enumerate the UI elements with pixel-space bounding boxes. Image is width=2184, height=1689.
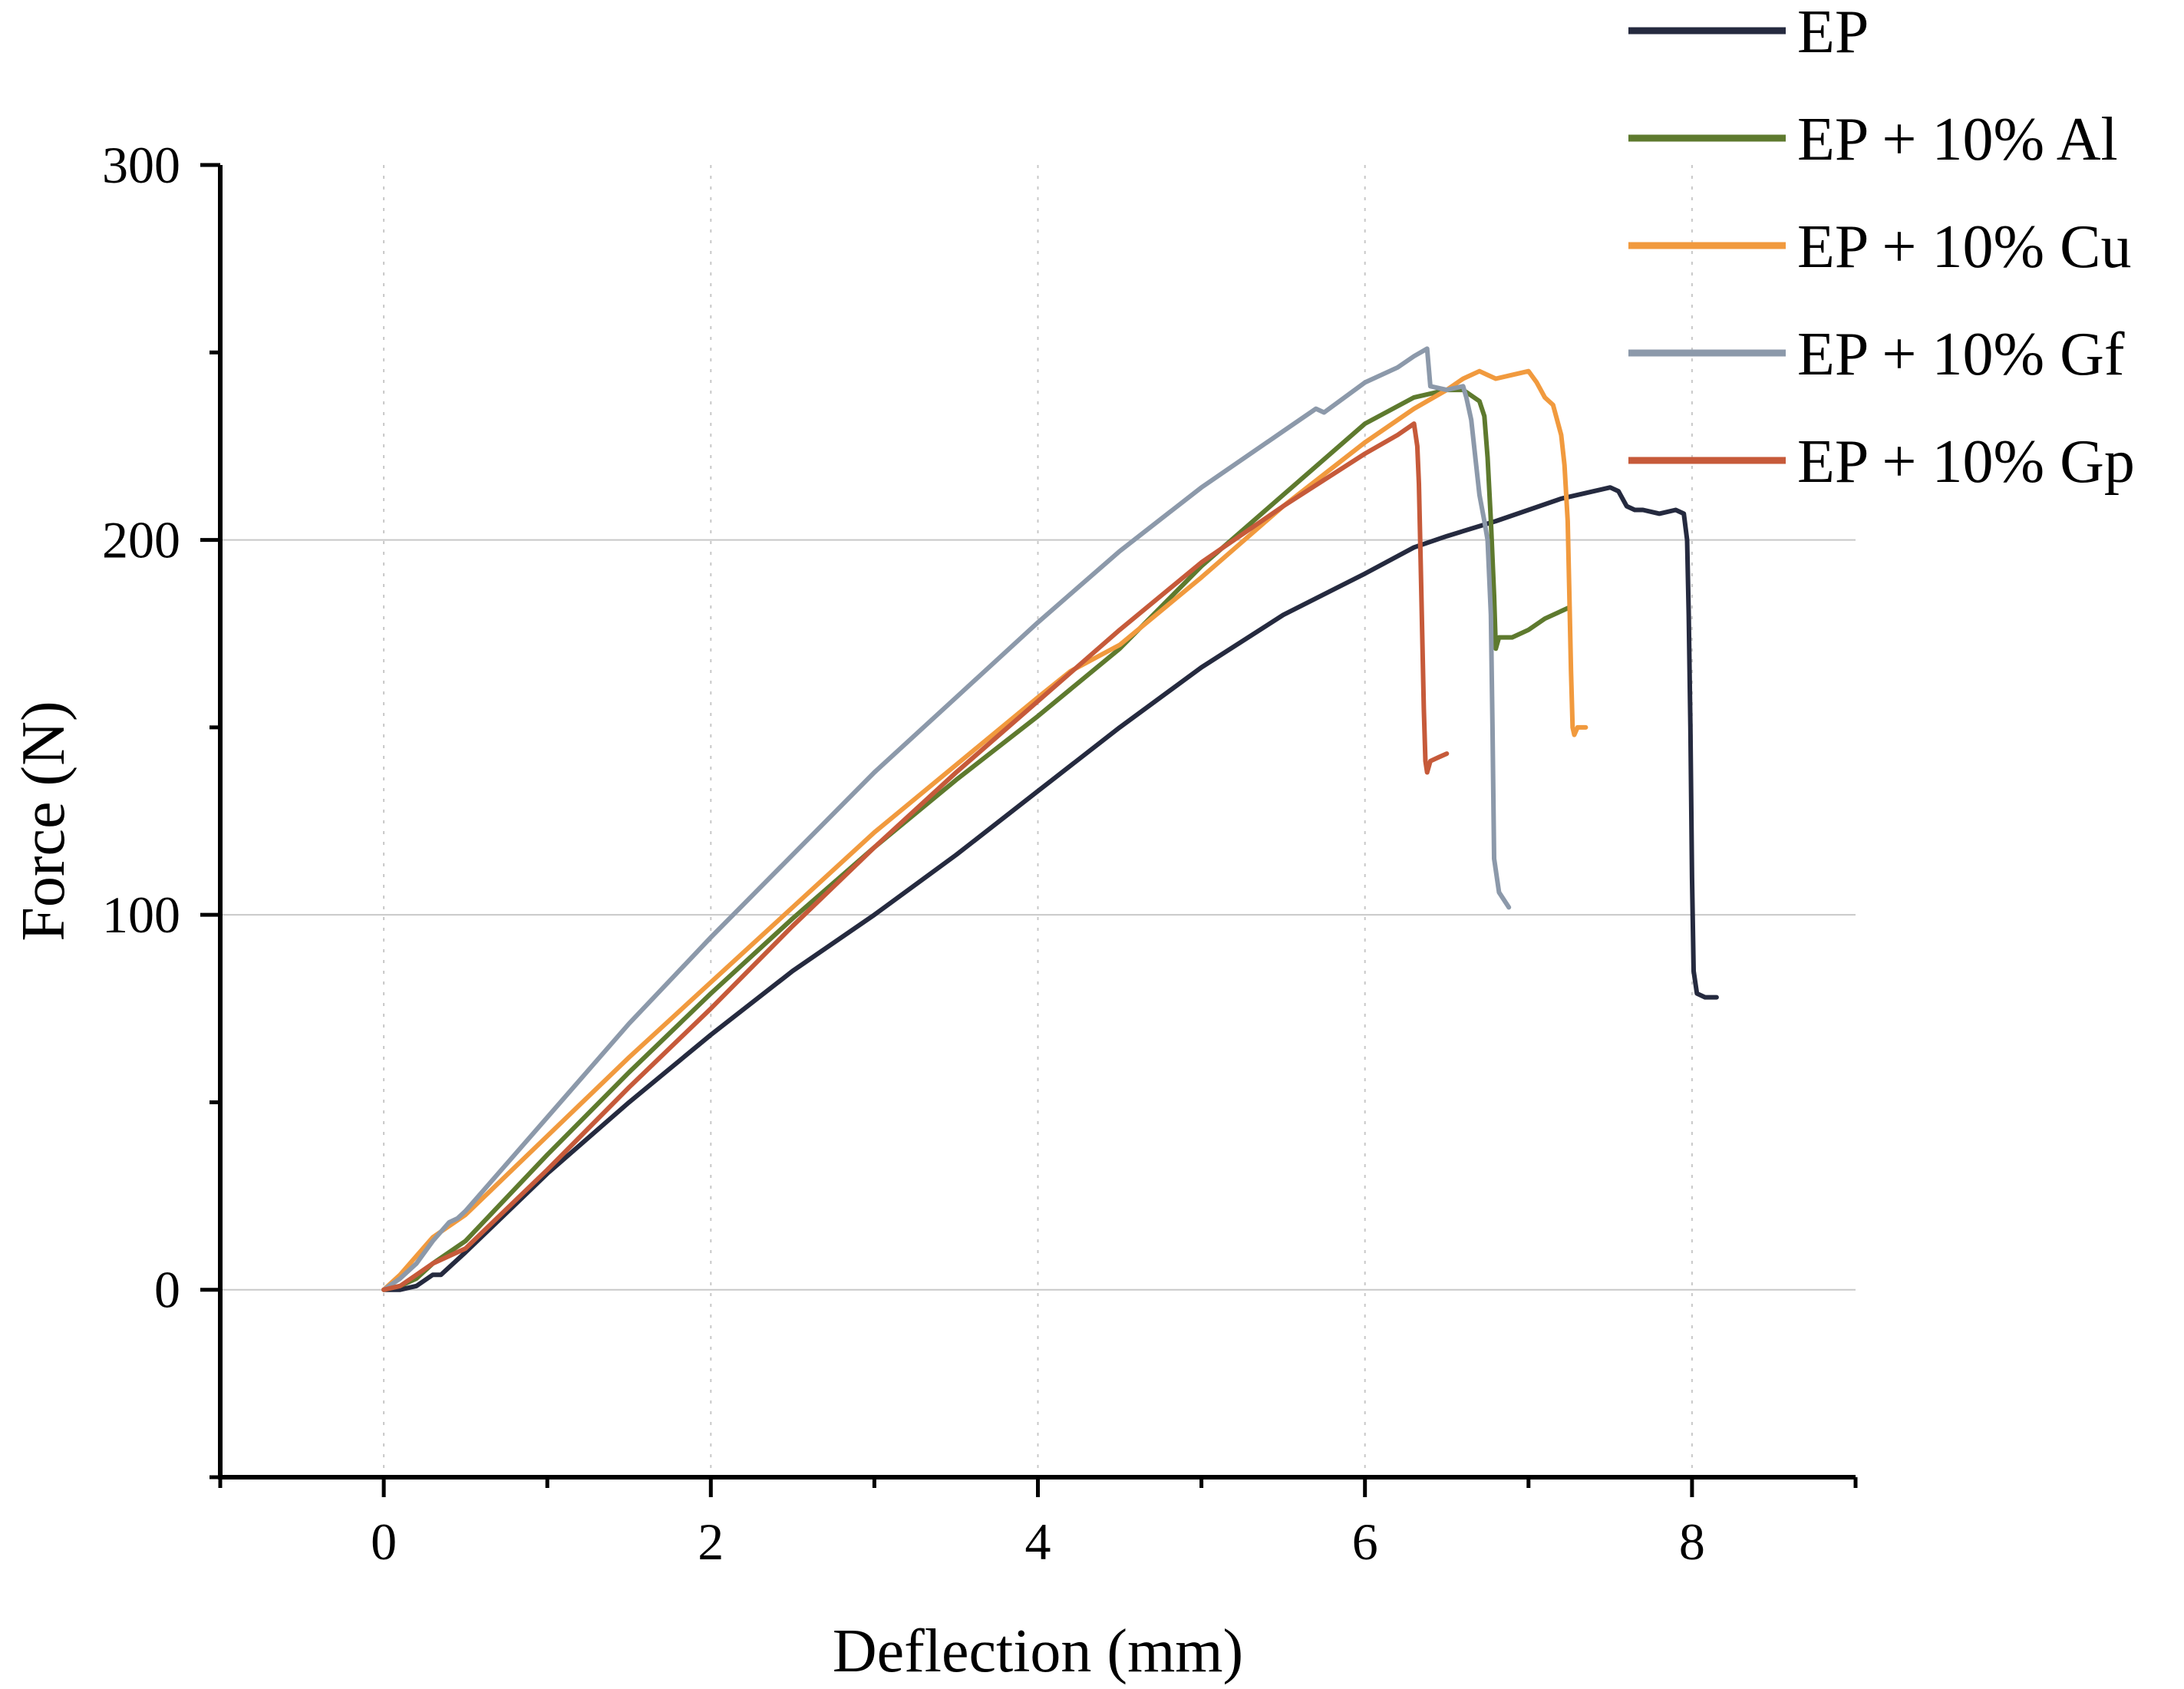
y-tick-label: 200 (102, 511, 180, 569)
legend-label-1: EP + 10% Al (1797, 106, 2118, 173)
series-line-0 (381, 485, 1719, 1292)
tick-labels: 0 100 200 300 0 2 4 6 8 (102, 136, 1705, 1571)
y-tick-label: 100 (102, 886, 180, 944)
legend-label-2: EP + 10% Cu (1797, 213, 2132, 281)
x-tick-label: 8 (1679, 1513, 1705, 1571)
y-axis-title: Force (N) (10, 701, 78, 941)
legend: EP EP + 10% Al EP + 10% Cu EP + 10% Gf EP + … (1628, 0, 2135, 496)
y-tick-label: 0 (154, 1261, 180, 1319)
series-line-4 (381, 421, 1450, 1292)
plot-series (381, 346, 1719, 1292)
legend-label-3: EP + 10% Gf (1797, 321, 2125, 388)
grid-lines (220, 165, 1856, 1477)
y-tick-label: 300 (102, 136, 180, 194)
series-line-3 (381, 346, 1512, 1292)
legend-label-4: EP + 10% Gp (1797, 428, 2135, 496)
legend-label-0: EP (1797, 0, 1869, 66)
x-tick-label: 2 (698, 1513, 724, 1571)
series-line-1 (381, 388, 1572, 1292)
x-tick-label: 0 (371, 1513, 397, 1571)
x-axis-title: Deflection (mm) (833, 1618, 1243, 1685)
x-tick-label: 6 (1352, 1513, 1378, 1571)
x-tick-label: 4 (1025, 1513, 1051, 1571)
axes (200, 163, 1858, 1497)
